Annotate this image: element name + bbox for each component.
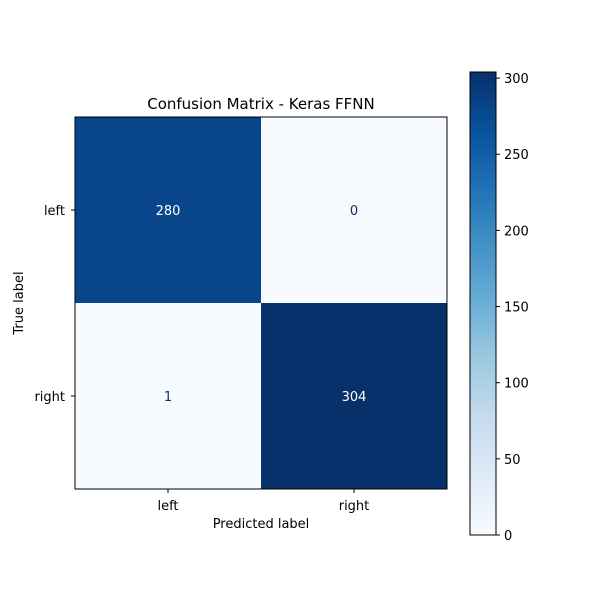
colorbar-tick-label: 100 bbox=[504, 377, 529, 392]
colorbar-ticks: 0 50 100 150 200 250 300 bbox=[496, 72, 529, 544]
matrix-cell bbox=[75, 117, 261, 303]
plot-frame bbox=[74, 116, 448, 490]
colorbar-tick-label: 300 bbox=[504, 72, 529, 87]
cell-value-label: 1 bbox=[164, 390, 172, 405]
matrix-cell-labels: 280 0 1 304 bbox=[156, 204, 367, 405]
x-axis-label: Predicted label bbox=[213, 517, 310, 532]
y-tick-label: right bbox=[34, 390, 65, 405]
colorbar-tick-label: 0 bbox=[504, 529, 512, 544]
x-tick-label: right bbox=[339, 499, 370, 514]
colorbar-tick-label: 50 bbox=[504, 453, 521, 468]
colorbar-tick-label: 150 bbox=[504, 301, 529, 316]
colorbar bbox=[469, 71, 497, 536]
cell-value-label: 280 bbox=[156, 204, 181, 219]
matrix-cell bbox=[75, 303, 261, 489]
x-tick-label: left bbox=[157, 499, 178, 514]
matrix-cell bbox=[261, 117, 447, 303]
x-axis-ticks: left right bbox=[157, 489, 369, 514]
chart-title: Confusion Matrix - Keras FFNN bbox=[147, 95, 375, 113]
colorbar-tick-label: 200 bbox=[504, 224, 529, 239]
y-axis-ticks: left right bbox=[34, 204, 75, 405]
colorbar-tick-label: 250 bbox=[504, 148, 529, 163]
y-axis-label: True label bbox=[12, 271, 27, 335]
matrix-cell bbox=[261, 303, 447, 489]
cell-value-label: 304 bbox=[342, 390, 367, 405]
y-tick-label: left bbox=[44, 204, 65, 219]
cell-value-label: 0 bbox=[350, 204, 358, 219]
matrix-cells bbox=[75, 117, 447, 489]
